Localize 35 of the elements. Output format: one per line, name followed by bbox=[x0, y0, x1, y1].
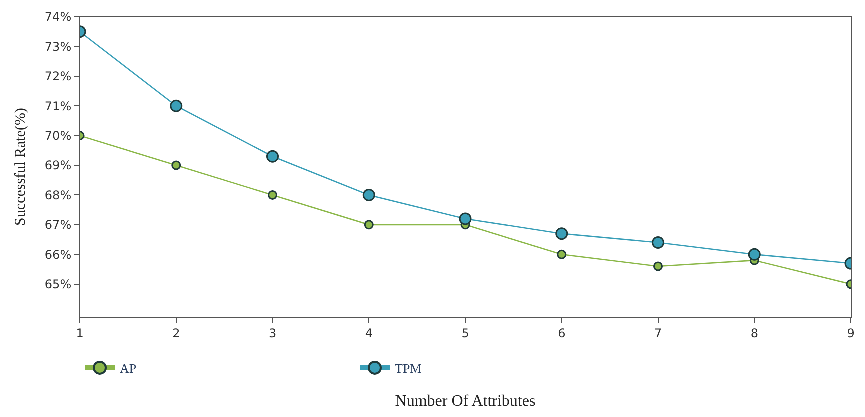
legend-label: AP bbox=[120, 361, 137, 376]
x-tick-label: 6 bbox=[558, 326, 566, 340]
x-tick-label: 4 bbox=[365, 326, 373, 340]
y-tick-label: 70% bbox=[44, 129, 72, 144]
y-tick-label: 65% bbox=[44, 278, 72, 292]
point bbox=[364, 220, 374, 230]
point bbox=[557, 250, 567, 260]
point bbox=[268, 190, 278, 200]
y-tick-label: 67% bbox=[44, 218, 72, 232]
x-axis-title: Number Of Attributes bbox=[395, 393, 536, 410]
x-tick-label: 9 bbox=[847, 326, 855, 340]
point bbox=[652, 236, 664, 249]
y-tick-label: 73% bbox=[44, 40, 72, 54]
legend-label: TPM bbox=[395, 361, 422, 376]
x-tick-label: 7 bbox=[654, 326, 662, 340]
point bbox=[172, 160, 182, 170]
x-tick-label: 3 bbox=[268, 326, 277, 340]
x-tick-label: 2 bbox=[172, 326, 180, 340]
point bbox=[748, 248, 761, 261]
point bbox=[362, 188, 376, 202]
x-tick-label: 8 bbox=[750, 326, 758, 340]
x-tick-label: 1 bbox=[76, 326, 84, 340]
y-tick-label: 66% bbox=[44, 248, 72, 262]
point bbox=[459, 212, 472, 226]
y-tick-label: 74% bbox=[44, 10, 72, 24]
point bbox=[556, 228, 568, 240]
y-axis-title: Successful Rate(%) bbox=[13, 108, 30, 226]
x-tick-label: 5 bbox=[462, 326, 470, 340]
point bbox=[654, 262, 663, 272]
y-tick-label: 68% bbox=[44, 188, 72, 202]
point bbox=[266, 150, 279, 163]
y-tick-label: 72% bbox=[44, 70, 72, 84]
point bbox=[170, 100, 183, 112]
y-tick-label: 71% bbox=[44, 99, 72, 114]
y-tick-label: 69% bbox=[44, 158, 72, 173]
